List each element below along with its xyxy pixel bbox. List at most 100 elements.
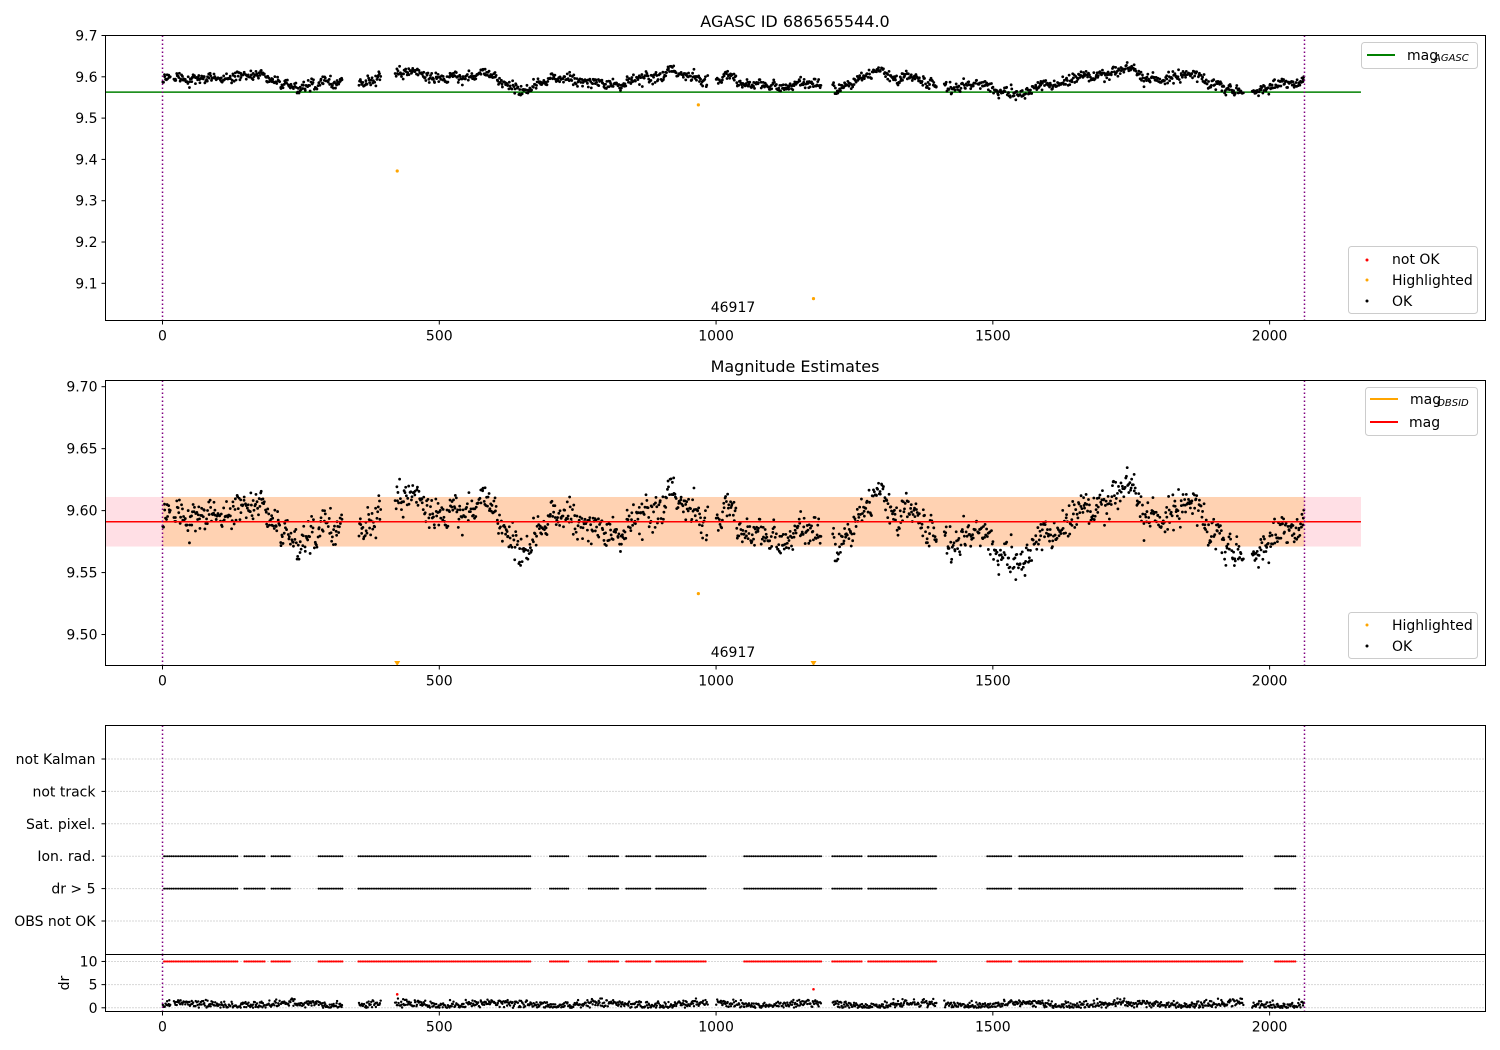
dr-clipped-point [907, 960, 910, 963]
dr-clipped-point [787, 960, 790, 963]
ok-point [1030, 92, 1034, 95]
flag-point [368, 887, 371, 890]
ok-point [417, 68, 421, 72]
ok-point [402, 72, 405, 76]
flag-point [643, 855, 646, 858]
ok-point [1012, 94, 1016, 98]
ok-point [926, 525, 930, 529]
flag-point [1096, 887, 1099, 890]
ok-point [882, 499, 886, 503]
ok-point [476, 501, 480, 505]
ok-point [1102, 71, 1106, 75]
ok-point [234, 518, 238, 522]
ok-point [615, 81, 618, 85]
dr-clipped-point [607, 960, 610, 963]
dr-clipped-point [443, 960, 446, 963]
ok-point [898, 527, 901, 530]
ok-point [267, 523, 271, 527]
ok-point [983, 535, 986, 539]
ok-point [947, 87, 951, 91]
ok-point [374, 506, 378, 510]
ok-point [1005, 85, 1009, 89]
ok-point [625, 508, 629, 512]
dr-clipped-point [1124, 960, 1127, 963]
ok-point [366, 506, 370, 509]
dr-point [273, 1004, 276, 1007]
ok-point [558, 523, 562, 527]
flag-point [388, 855, 391, 858]
flag-point [785, 855, 788, 858]
ok-point [1135, 499, 1139, 503]
ok-point [1178, 525, 1182, 529]
flag-point [1096, 855, 1099, 858]
ok-point [865, 499, 869, 503]
dr-clipped-point [912, 960, 916, 963]
ok-point [244, 77, 248, 81]
flag-point [225, 855, 228, 858]
dr-clipped-point [589, 960, 592, 963]
dr-clipped-point [277, 960, 280, 963]
ok-point [467, 69, 471, 73]
ok-point [457, 517, 461, 521]
ok-point [1199, 73, 1203, 77]
dr-clipped-point [523, 960, 526, 963]
flag-point [1034, 855, 1037, 858]
flag-point [468, 887, 471, 890]
flag-point [332, 855, 335, 858]
ok-point [401, 515, 405, 519]
ok-point [915, 511, 919, 514]
ok-point [548, 512, 552, 516]
ok-point [166, 77, 169, 81]
ok-point [589, 542, 593, 546]
flag-point [419, 855, 422, 858]
ok-point [727, 503, 731, 507]
ok-point [512, 538, 516, 542]
dr-clipped-point [1032, 960, 1036, 963]
dr-clipped-point [516, 960, 519, 963]
flag-point [1067, 887, 1070, 890]
flag-point [1020, 887, 1023, 890]
ok-point [1026, 548, 1030, 552]
flag-point [1124, 887, 1127, 890]
dr-clipped-point [765, 960, 768, 963]
dr-clipped-point [1173, 960, 1176, 963]
flag-point [448, 887, 451, 890]
flag-point [838, 855, 841, 858]
dr-clipped-point [647, 960, 650, 963]
ok-point [410, 495, 414, 499]
ok-point [572, 73, 576, 77]
ok-point [429, 505, 432, 509]
flag-point [1120, 855, 1123, 858]
dr-clipped-point [792, 960, 795, 963]
flag-point [499, 887, 502, 890]
ok-point [1165, 515, 1169, 519]
dr-clipped-point [639, 960, 643, 963]
flag-point [790, 887, 793, 890]
dr-clipped-point [1133, 960, 1136, 963]
dr-clipped-point [179, 960, 182, 963]
ok-point [684, 78, 688, 82]
flag-point [1107, 887, 1110, 890]
ok-point [574, 82, 578, 86]
dr-clipped-point [554, 960, 557, 963]
ok-point [566, 514, 570, 518]
flag-point [892, 855, 895, 858]
ok-point [1079, 70, 1083, 74]
flag-point [1213, 887, 1216, 890]
ok-point [1295, 537, 1299, 541]
ok-point [1128, 481, 1132, 485]
flag-point [359, 887, 362, 890]
ok-point [586, 539, 590, 543]
ok-point [370, 512, 374, 515]
flag-point [1049, 887, 1052, 890]
flag-point [700, 887, 703, 890]
flag-point [986, 887, 989, 890]
ok-point [166, 515, 169, 518]
dr-clipped-point [261, 960, 264, 963]
ok-point [453, 506, 457, 510]
ok-point [915, 508, 918, 511]
ok-point [360, 531, 364, 535]
ok-point [586, 528, 589, 532]
ok-point [486, 73, 489, 77]
flag-point [1182, 887, 1185, 890]
